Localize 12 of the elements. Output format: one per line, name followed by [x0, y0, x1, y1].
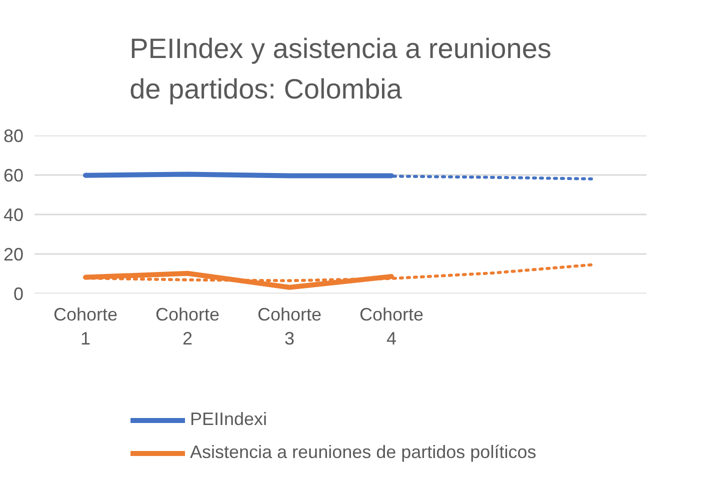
y-tick-label: 0: [13, 284, 24, 304]
x-tick-label: Cohorte 1: [53, 304, 118, 348]
x-tick-label: Cohorte 4: [359, 304, 424, 348]
legend-label: Asistencia a reuniones de partidos políticos: [190, 442, 536, 463]
y-tick-label: 60: [3, 166, 24, 186]
legend-label: PEIIndexi: [190, 409, 268, 430]
chart-title: PEIIndex y asistencia a reuniones de partidos: Colombia: [130, 33, 552, 104]
x-tick-label: Cohorte 3: [257, 304, 322, 348]
x-tick-label: Cohorte 2: [155, 304, 220, 348]
y-tick-label: 40: [3, 205, 24, 225]
y-tick-label: 20: [3, 244, 24, 264]
y-tick-label: 80: [3, 126, 24, 146]
